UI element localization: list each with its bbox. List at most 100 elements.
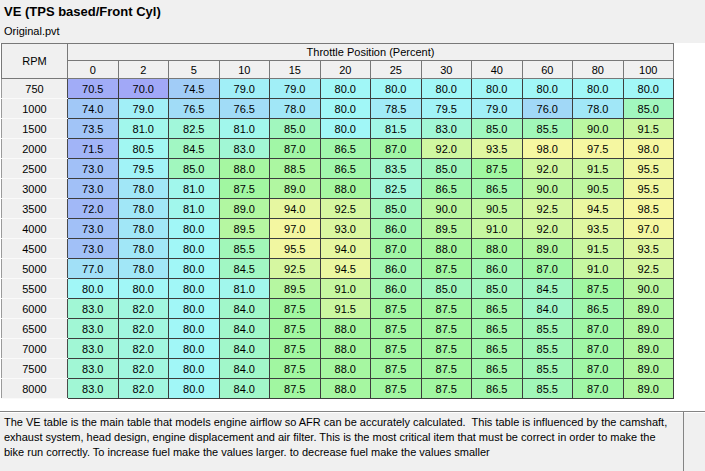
ve-cell[interactable]: 81.0 <box>169 179 220 199</box>
ve-cell[interactable]: 81.0 <box>169 199 220 219</box>
ve-cell[interactable]: 87.5 <box>472 159 523 179</box>
ve-cell[interactable]: 92.0 <box>522 159 573 179</box>
ve-cell[interactable]: 86.5 <box>472 319 523 339</box>
ve-cell[interactable]: 97.0 <box>623 219 674 239</box>
ve-cell[interactable]: 86.5 <box>573 299 624 319</box>
ve-cell[interactable]: 80.0 <box>169 359 220 379</box>
ve-cell[interactable]: 73.0 <box>68 179 119 199</box>
ve-cell[interactable]: 87.5 <box>219 179 270 199</box>
ve-cell[interactable]: 74.5 <box>169 79 220 99</box>
ve-cell[interactable]: 86.5 <box>472 179 523 199</box>
ve-cell[interactable]: 86.5 <box>320 159 371 179</box>
ve-cell[interactable]: 78.0 <box>573 99 624 119</box>
ve-cell[interactable]: 85.0 <box>421 279 472 299</box>
ve-cell[interactable]: 88.0 <box>320 179 371 199</box>
ve-cell[interactable]: 95.5 <box>623 159 674 179</box>
ve-cell[interactable]: 81.5 <box>371 119 422 139</box>
ve-cell[interactable]: 94.0 <box>320 239 371 259</box>
ve-cell[interactable]: 80.0 <box>169 299 220 319</box>
ve-cell[interactable]: 85.0 <box>623 99 674 119</box>
ve-cell[interactable]: 88.5 <box>270 159 321 179</box>
ve-cell[interactable]: 78.0 <box>118 259 169 279</box>
ve-cell[interactable]: 80.0 <box>169 339 220 359</box>
ve-cell[interactable]: 82.0 <box>118 359 169 379</box>
ve-cell[interactable]: 76.5 <box>169 99 220 119</box>
ve-cell[interactable]: 85.5 <box>522 379 573 399</box>
ve-cell[interactable]: 86.0 <box>371 219 422 239</box>
ve-cell[interactable]: 86.5 <box>472 339 523 359</box>
ve-cell[interactable]: 87.5 <box>270 339 321 359</box>
ve-cell[interactable]: 78.0 <box>118 239 169 259</box>
ve-cell[interactable]: 98.0 <box>623 139 674 159</box>
ve-cell[interactable]: 88.0 <box>320 339 371 359</box>
ve-cell[interactable]: 82.0 <box>118 319 169 339</box>
ve-cell[interactable]: 90.0 <box>421 199 472 219</box>
ve-cell[interactable]: 86.5 <box>421 179 472 199</box>
ve-cell[interactable]: 80.0 <box>169 219 220 239</box>
ve-cell[interactable]: 87.5 <box>270 299 321 319</box>
ve-cell[interactable]: 71.5 <box>68 139 119 159</box>
ve-cell[interactable]: 84.5 <box>169 139 220 159</box>
ve-cell[interactable]: 84.5 <box>219 259 270 279</box>
ve-cell[interactable]: 84.0 <box>219 379 270 399</box>
ve-cell[interactable]: 80.5 <box>118 139 169 159</box>
ve-cell[interactable]: 87.5 <box>270 379 321 399</box>
ve-cell[interactable]: 89.0 <box>522 239 573 259</box>
ve-cell[interactable]: 87.5 <box>421 319 472 339</box>
ve-cell[interactable]: 79.5 <box>118 159 169 179</box>
ve-cell[interactable]: 70.0 <box>118 79 169 99</box>
ve-cell[interactable]: 88.0 <box>320 319 371 339</box>
ve-cell[interactable]: 85.5 <box>522 339 573 359</box>
ve-cell[interactable]: 90.0 <box>522 179 573 199</box>
ve-cell[interactable]: 82.0 <box>118 299 169 319</box>
ve-cell[interactable]: 89.0 <box>623 299 674 319</box>
ve-cell[interactable]: 87.5 <box>270 319 321 339</box>
ve-cell[interactable]: 88.0 <box>320 359 371 379</box>
ve-cell[interactable]: 85.0 <box>472 119 523 139</box>
ve-cell[interactable]: 87.0 <box>371 139 422 159</box>
ve-cell[interactable]: 82.0 <box>118 379 169 399</box>
ve-cell[interactable]: 87.5 <box>371 299 422 319</box>
ve-cell[interactable]: 88.0 <box>421 239 472 259</box>
ve-cell[interactable]: 87.0 <box>573 359 624 379</box>
ve-cell[interactable]: 78.0 <box>118 199 169 219</box>
ve-cell[interactable]: 83.0 <box>421 119 472 139</box>
ve-cell[interactable]: 80.0 <box>169 259 220 279</box>
ve-cell[interactable]: 84.0 <box>219 319 270 339</box>
ve-cell[interactable]: 80.0 <box>169 279 220 299</box>
ve-cell[interactable]: 84.0 <box>219 339 270 359</box>
ve-cell[interactable]: 72.0 <box>68 199 119 219</box>
ve-cell[interactable]: 87.5 <box>421 379 472 399</box>
ve-cell[interactable]: 78.0 <box>270 99 321 119</box>
ve-cell[interactable]: 90.0 <box>573 119 624 139</box>
ve-cell[interactable]: 80.0 <box>169 379 220 399</box>
ve-cell[interactable]: 86.0 <box>472 259 523 279</box>
ve-cell[interactable]: 98.5 <box>623 199 674 219</box>
ve-cell[interactable]: 87.0 <box>573 379 624 399</box>
ve-cell[interactable]: 89.5 <box>421 219 472 239</box>
ve-cell[interactable]: 81.0 <box>219 279 270 299</box>
ve-cell[interactable]: 81.0 <box>219 119 270 139</box>
ve-cell[interactable]: 82.5 <box>371 179 422 199</box>
ve-cell[interactable]: 87.5 <box>371 359 422 379</box>
ve-cell[interactable]: 84.0 <box>219 299 270 319</box>
ve-cell[interactable]: 90.0 <box>623 279 674 299</box>
ve-cell[interactable]: 73.5 <box>68 119 119 139</box>
ve-cell[interactable]: 78.0 <box>118 179 169 199</box>
ve-cell[interactable]: 98.0 <box>522 139 573 159</box>
ve-cell[interactable]: 86.0 <box>371 279 422 299</box>
ve-cell[interactable]: 92.5 <box>522 199 573 219</box>
ve-cell[interactable]: 84.0 <box>522 299 573 319</box>
ve-cell[interactable]: 86.0 <box>371 259 422 279</box>
ve-cell[interactable]: 87.0 <box>270 139 321 159</box>
ve-cell[interactable]: 80.0 <box>522 79 573 99</box>
ve-cell[interactable]: 90.5 <box>472 199 523 219</box>
ve-cell[interactable]: 86.5 <box>472 379 523 399</box>
ve-cell[interactable]: 88.0 <box>219 159 270 179</box>
ve-cell[interactable]: 87.5 <box>421 259 472 279</box>
ve-cell[interactable]: 89.0 <box>623 359 674 379</box>
ve-cell[interactable]: 85.0 <box>270 119 321 139</box>
ve-cell[interactable]: 80.0 <box>320 119 371 139</box>
ve-cell[interactable]: 92.5 <box>320 199 371 219</box>
ve-cell[interactable]: 95.5 <box>270 239 321 259</box>
